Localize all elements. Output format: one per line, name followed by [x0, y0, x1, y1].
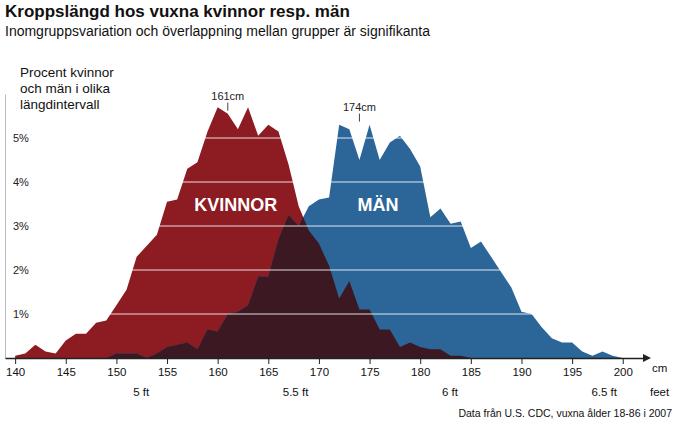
x-tick-mark [572, 358, 573, 364]
x-tick-label: 155 [158, 366, 177, 378]
x-tick-mark [521, 358, 522, 364]
plot-area [5, 107, 643, 358]
x-tick: 160 [209, 358, 228, 378]
y-axis-title: och män i olika [20, 81, 111, 96]
x-tick-mark [66, 358, 67, 364]
x-tick: 175 [360, 358, 379, 378]
y-axis: 1% 2% 3% 4% 5% [5, 95, 29, 359]
y-tick: 1% [5, 308, 29, 320]
title: Kroppslängd hos vuxna kvinnor resp. män [5, 2, 350, 21]
y-axis-line [5, 95, 6, 359]
x-tick: 165 [259, 358, 278, 378]
x-tick-mark [116, 358, 117, 364]
x-tick-label: 160 [209, 366, 228, 378]
series-label: KVINNOR [194, 195, 277, 215]
x-tick-label: 195 [563, 366, 582, 378]
x-tick-label: 170 [310, 366, 329, 378]
series-label: MÄN [357, 195, 398, 215]
y-tick: 2% [5, 264, 29, 276]
x-axis-arrow [643, 354, 651, 362]
x-tick-mark [623, 358, 624, 364]
y-tick: 5% [5, 132, 29, 144]
grid-line [5, 226, 643, 227]
x-tick-label: 180 [411, 366, 430, 378]
x-tick-mark [370, 358, 371, 364]
x-tick: 150 [107, 358, 126, 378]
x-tick-label: 145 [57, 366, 76, 378]
x-tick-label: 150 [107, 366, 126, 378]
x-tick-label: 140 [6, 366, 25, 378]
x-tick: 185 [462, 358, 481, 378]
grid-line [5, 138, 643, 139]
x-tick: 145 [57, 358, 76, 378]
x2-tick: 5 ft [133, 381, 150, 398]
x-tick-label: 200 [614, 366, 633, 378]
x-axis-title: cm [652, 362, 667, 374]
x2-tick: 5.5 ft [283, 381, 309, 398]
x-tick-label: 185 [462, 366, 481, 378]
x2-axis-title: feet [650, 386, 670, 398]
x-tick-label: 190 [512, 366, 531, 378]
x2-tick-label: 6 ft [442, 386, 459, 398]
x-tick-mark [471, 358, 472, 364]
grid-line [5, 270, 643, 271]
x2-tick-label: 5 ft [133, 386, 150, 398]
x-tick-mark [218, 358, 219, 364]
x-tick: 170 [310, 358, 329, 378]
x-tick-mark [420, 358, 421, 364]
x2-tick: 6.5 ft [591, 381, 617, 398]
x-tick: 195 [563, 358, 582, 378]
x-axis-line [6, 358, 644, 360]
annotation-line [227, 103, 228, 111]
y-tick-label: 3% [13, 220, 29, 232]
series-area [15, 107, 623, 358]
chart: Kroppslängd hos vuxna kvinnor resp. män I… [0, 0, 682, 429]
x-tick-label: 165 [259, 366, 278, 378]
x-tick: 180 [411, 358, 430, 378]
x-tick-mark [319, 358, 320, 364]
overlap-area [15, 107, 623, 358]
y-tick-label: 4% [13, 176, 29, 188]
y-axis-title: Procent kvinnor [20, 65, 114, 80]
x2-axis: 5 ft 5.5 ft 6 ft 6.5 ft [133, 381, 618, 398]
annotation: 161cm [211, 90, 244, 102]
annotation-line [359, 114, 360, 122]
y-tick-label: 2% [13, 264, 29, 276]
x-tick: 155 [158, 358, 177, 378]
y-tick: 3% [5, 220, 29, 232]
x-axis: 140 145 150 155 160 165 170 175 180 185 190 195 200 [6, 358, 644, 378]
grid-line [5, 182, 643, 183]
x-tick: 190 [512, 358, 531, 378]
x2-tick-label: 5.5 ft [283, 386, 309, 398]
source-note: Data från U.S. CDC, vuxna ålder 18-86 i … [458, 407, 672, 419]
x2-tick: 6 ft [442, 381, 459, 398]
y-tick-label: 5% [13, 132, 29, 144]
x-tick-mark [15, 358, 16, 364]
y-tick: 4% [5, 176, 29, 188]
x-tick-mark [167, 358, 168, 364]
subtitle: Inomgruppsvariation och överlappning mel… [5, 23, 430, 39]
grid-line [5, 314, 643, 315]
x2-tick-label: 6.5 ft [591, 386, 617, 398]
x-tick-mark [268, 358, 269, 364]
annotation: 174cm [343, 101, 376, 113]
x-tick-label: 175 [360, 366, 379, 378]
y-axis-title: längdintervall [20, 97, 100, 112]
y-tick-label: 1% [13, 308, 29, 320]
x-tick: 200 [614, 358, 633, 378]
x-tick: 140 [6, 358, 25, 378]
